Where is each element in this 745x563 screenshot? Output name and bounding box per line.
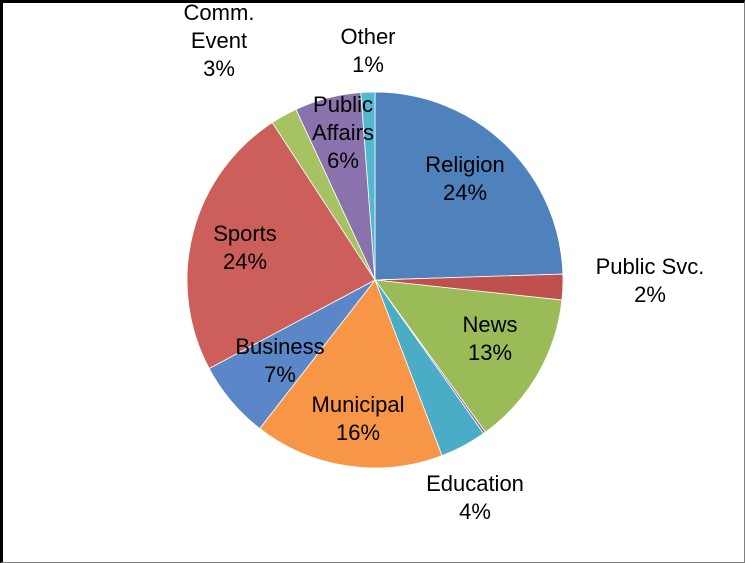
slice-percent: 13% — [468, 340, 512, 365]
slice-percent: 7% — [264, 362, 296, 387]
slice-percent: 1% — [352, 52, 384, 77]
slice-percent: 24% — [223, 249, 267, 274]
slice-name: Public — [313, 92, 373, 117]
slice-percent: 3% — [203, 56, 235, 81]
slice-name: Other — [340, 24, 395, 49]
pie-slice-label-5: Municipal 16% — [312, 392, 405, 445]
pie-slice-label-6: Business 7% — [235, 334, 324, 387]
slice-percent: 24% — [443, 180, 487, 205]
slice-name: Comm. — [184, 0, 255, 25]
pie-slice-2 — [374, 279, 563, 433]
slice-name: Municipal — [312, 392, 405, 417]
slice-percent: 16% — [336, 420, 380, 445]
pie-slice-label-9: Public Affairs 6% — [312, 92, 374, 173]
pie-slice-7 — [186, 121, 376, 370]
pie-slice-5 — [259, 279, 443, 469]
slice-percent: 2% — [634, 282, 666, 307]
pie-slice-label-1: Public Svc. 2% — [596, 254, 705, 307]
pie-slice-label-7: Sports 24% — [213, 221, 277, 274]
pie-slice-0 — [374, 91, 564, 281]
pie-slice-label-2: News 13% — [462, 312, 517, 365]
slice-name: Affairs — [312, 120, 374, 145]
slice-name: Business — [235, 334, 324, 359]
pie-slice-label-4: Education 4% — [426, 471, 524, 524]
slice-name: Event — [191, 28, 247, 53]
pie-slice-label-0: Religion 24% — [425, 152, 505, 205]
slice-percent: 6% — [327, 148, 359, 173]
slice-name: Religion — [425, 152, 505, 177]
slice-percent: 4% — [459, 499, 491, 524]
pie-slice-label-8: Comm. Event 3% — [184, 0, 255, 81]
pie-slice-label-10: Other 1% — [340, 24, 395, 77]
pie-slice-10 — [360, 91, 376, 281]
slice-name: Education — [426, 471, 524, 496]
slice-name: News — [462, 312, 517, 337]
slice-name: Public Svc. — [596, 254, 705, 279]
slice-name: Sports — [213, 221, 277, 246]
